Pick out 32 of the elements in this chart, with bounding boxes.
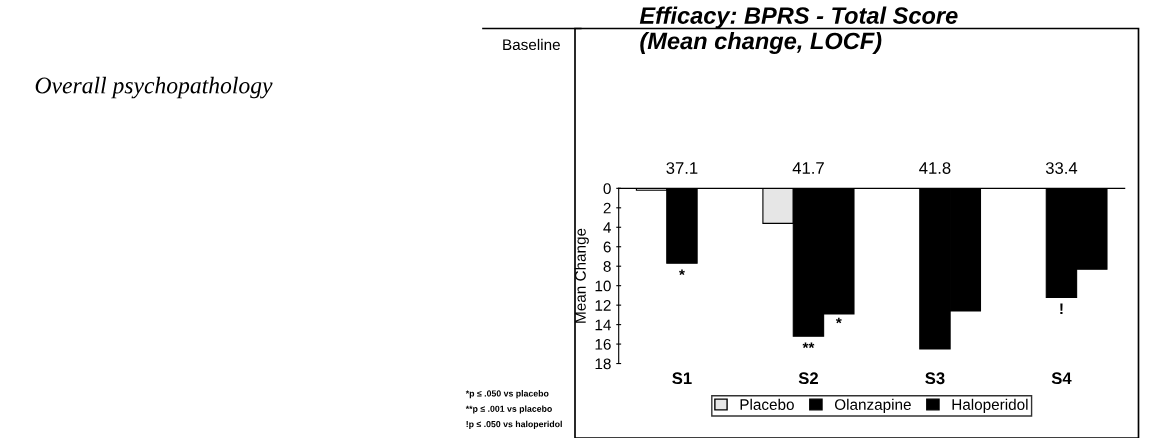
y-tick-label: 4 [603, 222, 611, 233]
y-tick-label: 8 [603, 261, 611, 272]
text: **p ≤ .001 vs placebo [465, 405, 552, 414]
annotation: * [835, 317, 842, 324]
y-tick-label: 12 [595, 300, 611, 311]
y-tick-label: 6 [603, 241, 611, 253]
text: !p ≤ .050 vs haloperidol [466, 420, 562, 429]
x-tick-label: S4 [1051, 372, 1072, 385]
y-tick-label: 0 [603, 183, 611, 195]
text: 33.4 [1045, 162, 1078, 174]
x-tick-label: S2 [798, 372, 818, 385]
y-tick-label: 14 [595, 319, 611, 331]
legend-label: Haloperidol [952, 398, 1028, 413]
text: Baseline [503, 38, 560, 51]
text: *p ≤ .050 vs placebo [465, 390, 549, 399]
y-tick-label: 10 [595, 280, 611, 292]
y-tick-label: 16 [595, 338, 611, 350]
chart-title: Efficacy: BPRS - Total Score (Mean change, LOCF) [639, 6, 958, 55]
y-axis-title: Mean Change [574, 228, 589, 323]
legend-label: Placebo [740, 398, 794, 410]
y-tick-label: 18 [595, 358, 611, 370]
x-tick-label: S3 [925, 372, 945, 385]
text: Overall psychopathology [35, 76, 273, 99]
text: 41.7 [792, 162, 824, 174]
legend-label: Olanzapine [834, 398, 911, 413]
text: 37.1 [666, 162, 698, 174]
annotation: ** [802, 342, 815, 349]
x-tick-label: S1 [672, 372, 692, 385]
text: 41.8 [919, 162, 951, 174]
annotation: * [679, 269, 685, 276]
annotation: ! [1060, 303, 1063, 314]
y-tick-label: 2 [603, 202, 611, 214]
